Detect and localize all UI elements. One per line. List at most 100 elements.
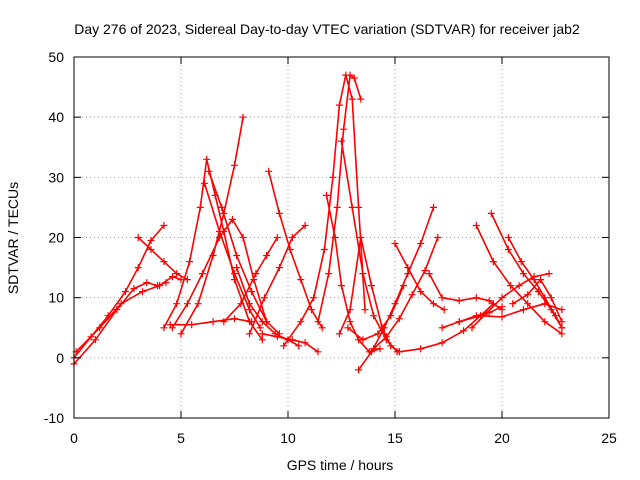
data-point-plus — [201, 179, 208, 187]
y-tick-label: 30 — [48, 169, 64, 185]
data-point-plus — [558, 306, 566, 314]
x-tick-labels: 0 5 10 15 20 25 — [70, 430, 617, 446]
data-point-plus — [468, 324, 476, 332]
data-point-plus — [545, 270, 553, 278]
data-point-plus — [261, 294, 268, 302]
data-point-plus — [558, 330, 566, 338]
data-point-plus — [395, 348, 403, 356]
data-point-plus — [121, 288, 129, 296]
data-point-plus — [438, 339, 446, 347]
data-series-sat-13 — [258, 330, 322, 356]
data-point-plus — [333, 203, 341, 211]
data-point-plus — [359, 336, 367, 344]
data-point-plus — [173, 300, 181, 308]
data-point-plus — [233, 264, 241, 272]
data-point-plus — [519, 306, 527, 314]
data-point-plus — [205, 167, 213, 175]
data-point-plus — [231, 270, 238, 278]
data-point-plus — [438, 324, 446, 332]
data-point-plus — [485, 297, 493, 305]
data-point-plus — [509, 300, 517, 308]
data-series-sat-1 — [70, 222, 168, 362]
data-point-plus — [382, 333, 390, 341]
data-point-plus — [498, 303, 506, 311]
series-line — [357, 206, 435, 371]
data-point-plus — [265, 167, 273, 175]
chart-title: Day 276 of 2023, Sidereal Day-to-day VTE… — [74, 21, 580, 37]
series-line — [171, 218, 268, 329]
data-series-sat-21 — [344, 282, 408, 344]
y-tick-label: 0 — [56, 350, 64, 366]
series-line — [338, 236, 401, 353]
data-point-plus — [391, 240, 399, 247]
data-point-plus — [275, 264, 283, 272]
data-point-plus — [297, 318, 305, 326]
data-point-plus — [519, 270, 527, 278]
data-point-plus — [308, 306, 315, 314]
data-point-plus — [258, 330, 266, 338]
data-point-plus — [455, 297, 463, 305]
data-series-sat-6 — [166, 315, 256, 329]
data-point-plus — [547, 294, 555, 302]
data-point-plus — [183, 276, 191, 284]
data-point-plus — [558, 324, 566, 332]
data-point-plus — [295, 342, 303, 350]
data-point-plus — [346, 71, 354, 79]
data-point-plus — [218, 203, 226, 211]
series-line — [458, 302, 563, 323]
data-series-sat-14 — [265, 167, 326, 332]
series-line — [394, 242, 445, 311]
data-point-plus — [391, 300, 399, 308]
x-tick-label: 20 — [494, 430, 510, 446]
data-point-plus — [318, 324, 326, 332]
data-point-plus — [231, 161, 238, 169]
data-point-plus — [143, 279, 151, 287]
data-point-plus — [168, 324, 176, 332]
data-point-plus — [338, 137, 345, 145]
data-series-sat-4 — [134, 234, 191, 284]
data-point-plus — [280, 342, 288, 350]
data-point-plus — [258, 318, 266, 326]
data-point-plus — [355, 366, 363, 374]
series-line — [372, 236, 439, 350]
data-point-plus — [160, 258, 168, 266]
data-series-sat-29 — [468, 270, 553, 332]
data-point-plus — [425, 270, 433, 278]
series-line — [208, 170, 281, 335]
series-line — [398, 302, 495, 353]
data-point-plus — [231, 315, 238, 323]
series-line — [235, 266, 300, 347]
x-tick-label: 10 — [280, 430, 296, 446]
series-line — [180, 116, 244, 335]
data-point-plus — [160, 324, 168, 332]
data-series-group — [70, 71, 566, 374]
data-point-plus — [421, 267, 429, 275]
data-point-plus — [203, 155, 211, 163]
data-point-plus — [320, 246, 328, 253]
data-point-plus — [430, 300, 437, 308]
data-point-plus — [359, 270, 367, 278]
data-point-plus — [91, 336, 99, 344]
data-point-plus — [395, 315, 403, 323]
data-point-plus — [438, 294, 446, 302]
data-point-plus — [177, 330, 185, 338]
data-point-plus — [340, 125, 348, 133]
data-series-sat-30 — [472, 222, 566, 338]
data-point-plus — [434, 234, 442, 241]
data-point-plus — [297, 276, 305, 284]
data-point-plus — [460, 327, 467, 335]
data-point-plus — [147, 246, 155, 253]
series-line — [471, 272, 550, 329]
data-point-plus — [368, 282, 375, 290]
data-point-plus — [139, 288, 146, 296]
data-point-plus — [487, 209, 495, 217]
series-line — [75, 275, 182, 353]
data-point-plus — [417, 345, 425, 353]
data-point-plus — [252, 270, 260, 278]
data-point-plus — [188, 321, 196, 329]
data-point-plus — [134, 264, 142, 272]
data-point-plus — [233, 252, 241, 259]
data-point-plus — [404, 264, 412, 272]
series-line — [428, 272, 503, 311]
